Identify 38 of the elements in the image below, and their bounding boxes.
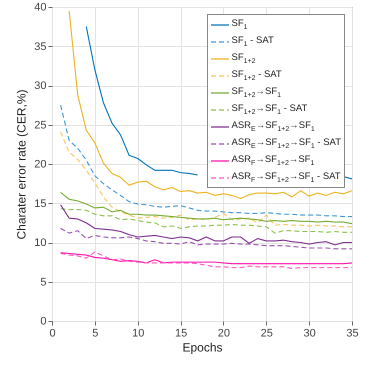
y-tick-label: 10 (34, 237, 46, 249)
legend-label: SF$_{1}$ (232, 18, 248, 31)
y-tick-label: 5 (40, 276, 46, 288)
legend-label: ASR$_{F}$→SF$_{1+2}$→SF$_{1}$ (232, 154, 314, 167)
line-series (60, 228, 352, 250)
x-tick-label: 5 (92, 328, 98, 340)
legend-label: SF$_{1}$ - SAT (232, 35, 274, 48)
x-axis-title: Epochs (182, 340, 223, 354)
legend-label: ASR$_{E}$→SF$_{1+2}$→SF$_{1}$ - SAT (232, 137, 341, 150)
line-series (60, 204, 352, 246)
legend-label: SF$_{1+2}$ (232, 52, 256, 65)
line-series (60, 104, 352, 218)
y-tick-label: 15 (34, 198, 46, 210)
y-tick-label: 0 (40, 316, 46, 328)
line-series (60, 208, 352, 234)
y-tick-label: 40 (34, 2, 46, 14)
legend-label: ASR$_{E}$→SF$_{1+2}$→SF$_{1}$ (232, 120, 315, 133)
x-tick-label: 25 (260, 328, 273, 340)
line-series (60, 192, 352, 224)
y-axis-title: Charater error rate (CER,%) (14, 89, 28, 240)
y-tick-label: 30 (34, 80, 46, 92)
line-series (68, 10, 352, 200)
y-tick-label: 20 (34, 158, 46, 170)
line-series (60, 251, 352, 269)
x-tick-label: 30 (304, 328, 316, 340)
x-tick-label: 35 (346, 328, 359, 340)
line-series (60, 252, 352, 264)
x-tick-label: 15 (174, 328, 188, 340)
x-tick-label: 10 (132, 328, 144, 340)
legend-label: SF$_{1+2}$ - SAT (232, 69, 282, 82)
x-tick-label: 20 (218, 328, 230, 340)
legend-label: ASR$_{F}$→SF$_{1+2}$→SF$_{1}$ - SAT (232, 171, 341, 184)
x-tick-label: 0 (49, 328, 56, 340)
y-tick-label: 25 (34, 119, 46, 132)
legend-label: SF$_{1+2}$→SF$_{1}$ (232, 86, 282, 99)
line-series (60, 131, 352, 228)
legend-label: SF$_{1+2}$→SF$_{1}$ - SAT (232, 103, 308, 116)
y-tick-label: 35 (34, 40, 46, 53)
